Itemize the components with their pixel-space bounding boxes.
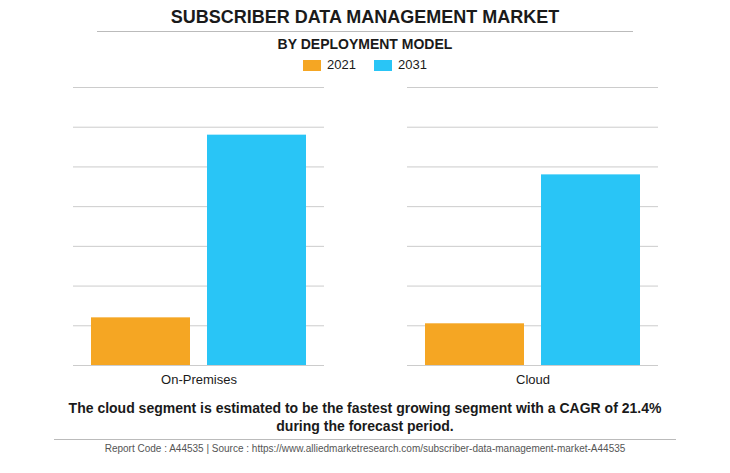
svg-text:On-Premises: On-Premises xyxy=(161,372,237,387)
html-text:BY DEPLOYMENT MODEL: BY DEPLOYMENT MODEL xyxy=(277,36,453,52)
svg-text:Cloud: Cloud xyxy=(516,372,550,387)
html-text:Report Code : A44535 | Source: Report Code : A44535 | Source : https://… xyxy=(104,443,626,454)
html-text:2021: 2021 xyxy=(327,57,356,72)
html-text:2031: 2031 xyxy=(398,57,427,72)
html-text:The cloud segment is estimated: The cloud segment is estimated to be the… xyxy=(68,400,662,434)
html-text:SUBSCRIBER DATA MANAGEMENT MAR: SUBSCRIBER DATA MANAGEMENT MARKET xyxy=(170,7,560,27)
